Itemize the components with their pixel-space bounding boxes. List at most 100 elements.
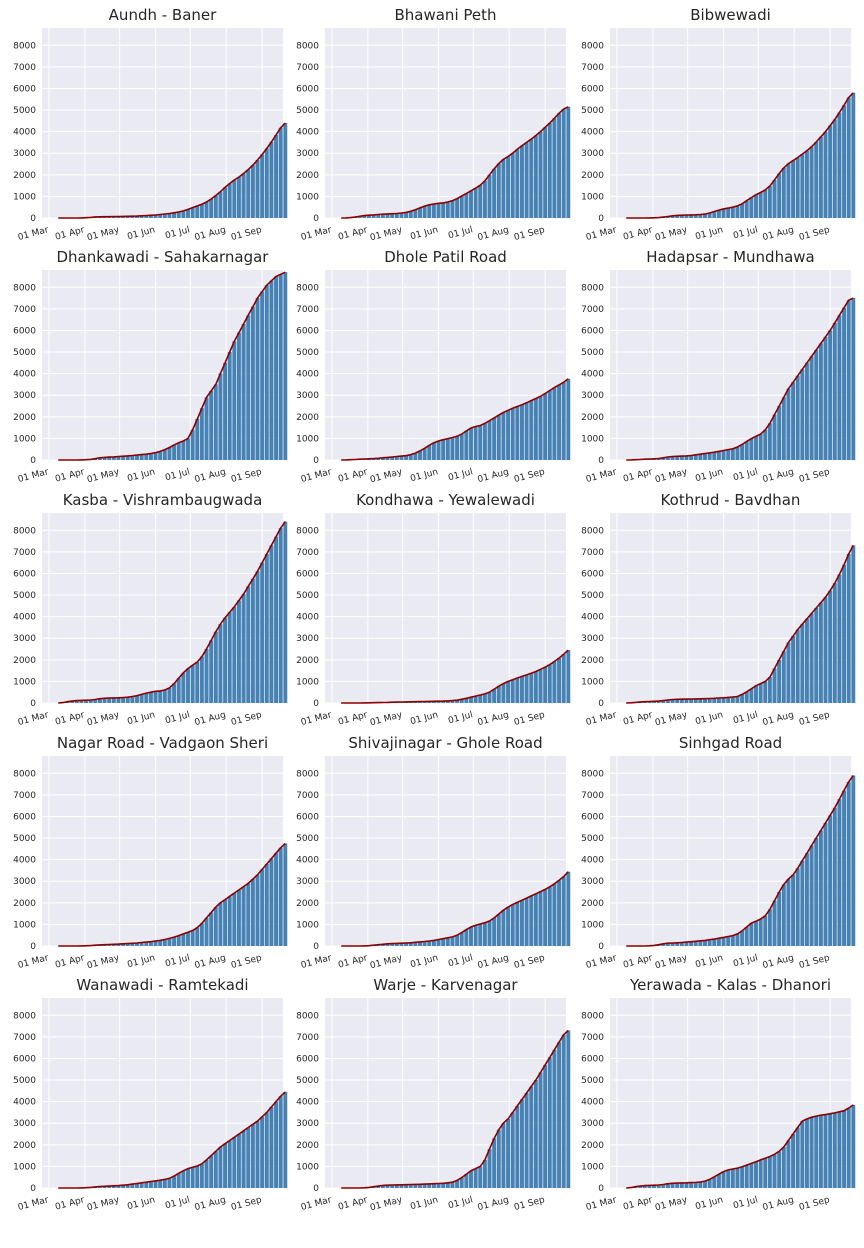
bar — [754, 436, 758, 460]
bar — [492, 918, 496, 946]
bar — [228, 352, 232, 460]
bar — [731, 936, 735, 946]
bar — [432, 204, 436, 218]
bar — [163, 1179, 167, 1188]
y-tick-label: 6000 — [581, 1054, 604, 1064]
bar — [172, 937, 176, 946]
bar — [726, 450, 730, 460]
bar — [501, 413, 505, 461]
y-tick-label: 1000 — [581, 1162, 604, 1172]
bar — [195, 1166, 199, 1188]
x-tick-label: 01 Mar — [17, 710, 50, 728]
bar — [246, 1128, 250, 1188]
y-tick-label: 2000 — [296, 413, 319, 423]
bar — [144, 693, 148, 703]
bar — [749, 197, 753, 218]
x-tick-label: 01 Jul — [732, 710, 759, 726]
bar — [529, 139, 533, 218]
y-tick-label: 4000 — [13, 370, 36, 380]
bar — [232, 893, 236, 946]
bar — [763, 430, 767, 460]
bar — [437, 203, 441, 218]
y-tick-label: 7000 — [581, 305, 604, 315]
bar — [773, 415, 777, 460]
bar — [847, 300, 851, 460]
bar — [265, 285, 269, 460]
y-tick-label: 8000 — [13, 1011, 36, 1021]
bar — [274, 853, 278, 946]
x-tick-label: 01 Jun — [694, 710, 724, 727]
bar — [172, 684, 176, 703]
x-tick-label: 01 Aug — [477, 953, 510, 971]
bar — [269, 142, 273, 218]
x-tick-label: 01 May — [86, 953, 121, 971]
bar — [274, 135, 278, 218]
bar — [260, 869, 264, 946]
panel-title: Kondhawa - Yewalewadi — [325, 491, 566, 509]
bar — [525, 142, 529, 218]
bar — [726, 208, 730, 218]
bar — [824, 1115, 828, 1188]
x-tick-label: 01 May — [369, 953, 404, 971]
bar — [529, 896, 533, 946]
y-tick-label: 4000 — [581, 370, 604, 380]
x-tick-label: 01 May — [654, 953, 689, 971]
x-tick-label: 01 Jul — [732, 953, 759, 969]
x-tick-label: 01 Apr — [54, 953, 86, 970]
bar — [483, 181, 487, 218]
x-tick-label: 01 Apr — [337, 225, 369, 242]
bar — [260, 155, 264, 218]
bar — [251, 579, 255, 703]
x-tick-label: 01 Apr — [54, 1195, 86, 1212]
bar — [181, 441, 185, 460]
y-tick-label: 2000 — [581, 171, 604, 181]
x-tick-label: 01 May — [369, 1195, 404, 1213]
y-tick-label: 2000 — [581, 1141, 604, 1151]
bar — [168, 688, 172, 703]
bar — [726, 1170, 730, 1188]
bar — [163, 450, 167, 460]
bar — [200, 204, 204, 218]
bar — [768, 677, 772, 703]
bar — [172, 445, 176, 460]
y-tick-label: 2000 — [581, 656, 604, 666]
bar — [279, 274, 283, 460]
y-tick-label: 4000 — [296, 370, 319, 380]
bar — [773, 1154, 777, 1188]
bar — [469, 191, 473, 218]
bar — [562, 654, 566, 703]
panel-title: Dhankawadi - Sahakarnagar — [42, 248, 283, 266]
bar — [552, 662, 556, 703]
y-tick-label: 5000 — [581, 106, 604, 116]
bar — [260, 563, 264, 703]
y-tick-label: 0 — [313, 1184, 319, 1194]
bar — [209, 913, 213, 946]
bar — [539, 132, 543, 218]
bar — [768, 1156, 772, 1188]
bar — [754, 1162, 758, 1188]
x-tick-label: 01 Aug — [477, 710, 510, 728]
bar — [191, 1167, 195, 1188]
bar — [759, 684, 763, 703]
x-tick-label: 01 Jun — [694, 953, 724, 970]
y-tick-label: 8000 — [581, 526, 604, 536]
bar — [451, 438, 455, 460]
bar — [782, 651, 786, 703]
y-tick-label: 8000 — [296, 283, 319, 293]
x-tick-label: 01 Sep — [513, 467, 546, 485]
bar — [205, 649, 209, 703]
y-tick-label: 8000 — [13, 41, 36, 51]
bar — [796, 1128, 800, 1188]
bar — [209, 391, 213, 460]
bar — [534, 894, 538, 946]
bar — [543, 1065, 547, 1188]
bar — [786, 1141, 790, 1189]
panel-title: Hadapsar - Mundhawa — [610, 248, 851, 266]
x-tick-label: 01 Jun — [409, 953, 439, 970]
bar — [158, 451, 162, 460]
bar — [158, 1180, 162, 1188]
